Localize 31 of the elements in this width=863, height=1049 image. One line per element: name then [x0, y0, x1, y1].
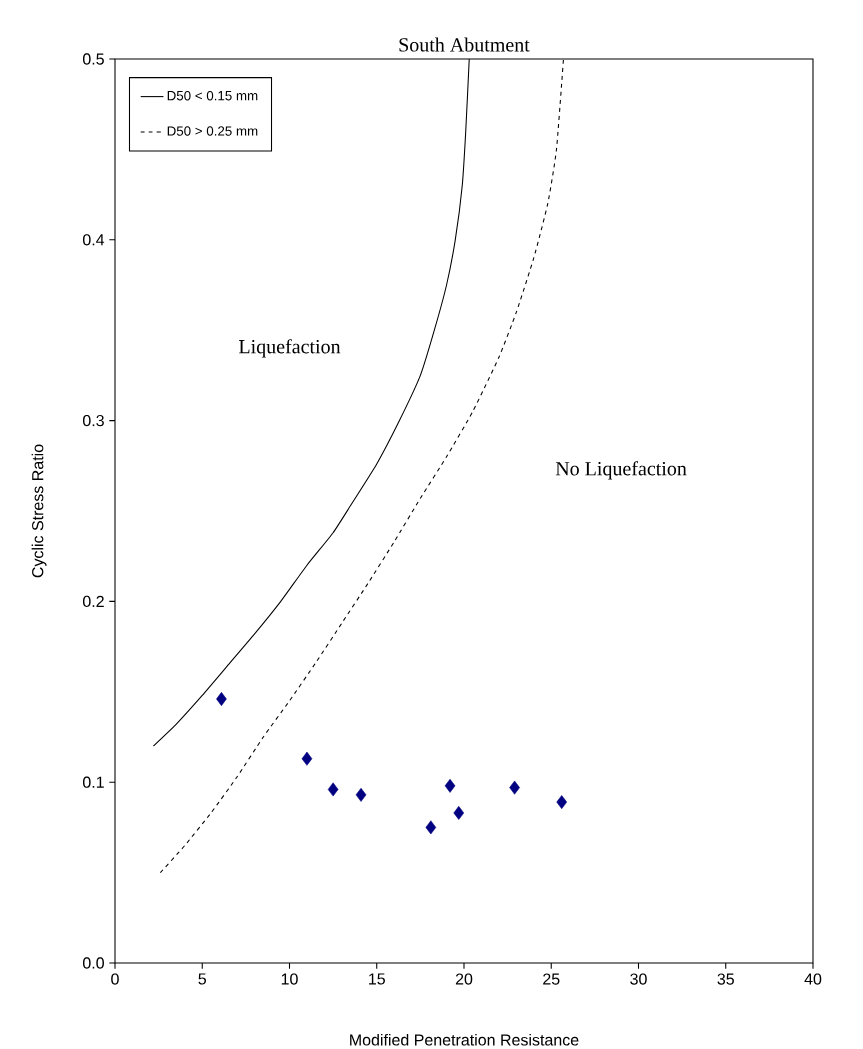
legend-label: D50 > 0.25 mm: [167, 126, 258, 136]
point: [453, 805, 465, 820]
y-tick-label: 0.0: [82, 957, 104, 969]
chart-title: South Abutment: [399, 37, 530, 52]
x-tick-label: 25: [543, 973, 560, 985]
point: [509, 780, 520, 795]
x-tick-label: 0: [111, 973, 119, 985]
y-tick-label: 0.5: [82, 53, 104, 65]
x-tick-label: 40: [804, 973, 822, 985]
point: [444, 778, 456, 793]
legend-label: D50 < 0.15 mm: [167, 90, 258, 101]
point: [425, 820, 437, 835]
point: [355, 787, 367, 802]
x-tick-label: 30: [630, 973, 647, 985]
y-tick-label: 0.2: [82, 595, 104, 608]
x-tick-label: 35: [717, 973, 734, 985]
x-tick-label: 5: [198, 973, 207, 985]
x-tick-label: 10: [281, 973, 298, 985]
y-tick-label: 0.4: [82, 234, 105, 246]
y-tick-label: 0.3: [82, 414, 104, 427]
point: [301, 751, 313, 766]
y-axis-title: Cyclic Stress Ratio: [31, 444, 47, 578]
x-tick-label: 15: [369, 973, 385, 985]
y-tick-label: 0.1: [82, 776, 104, 788]
annotation: No Liquefaction: [555, 461, 687, 480]
x-axis-title: Modified Penetration Resistance: [350, 1033, 579, 1046]
point: [556, 795, 567, 810]
annotation: Liquefaction: [238, 339, 341, 358]
x-tick-label: 20: [455, 973, 473, 985]
point: [216, 692, 227, 706]
point: [327, 782, 339, 797]
